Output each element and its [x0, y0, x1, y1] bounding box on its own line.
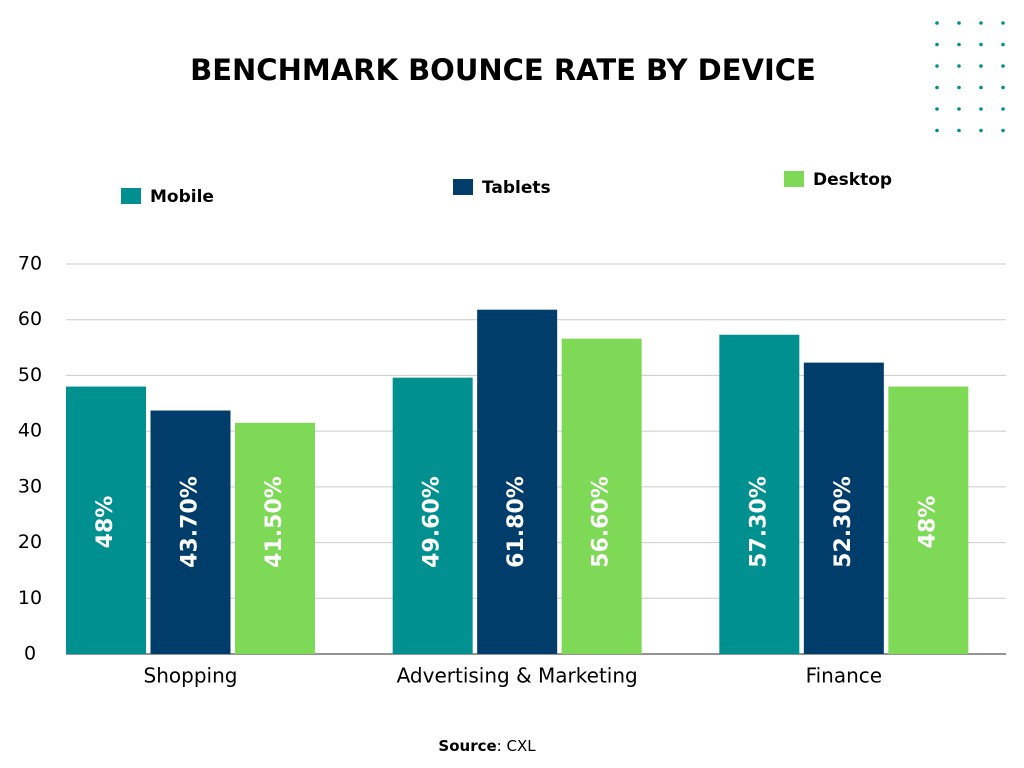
- value-label: 48%: [93, 496, 118, 549]
- dot: [1001, 107, 1005, 111]
- dot: [935, 64, 939, 68]
- value-label: 56.60%: [589, 476, 614, 568]
- bar: [392, 377, 473, 654]
- dot: [935, 107, 939, 111]
- dot: [957, 42, 961, 47]
- y-tick-label: 40: [18, 420, 42, 442]
- legend-swatch: [121, 188, 141, 204]
- dot: [979, 64, 983, 68]
- value-label: 41.50%: [262, 476, 287, 568]
- dot: [935, 128, 939, 133]
- dot: [957, 64, 961, 68]
- value-label: 49.60%: [420, 476, 445, 568]
- dot: [979, 21, 983, 25]
- bar: [150, 410, 231, 654]
- value-label: 43.70%: [178, 476, 203, 568]
- dot: [935, 85, 939, 90]
- y-tick-label: 60: [18, 308, 42, 330]
- dot: [957, 85, 961, 90]
- value-label: 57.30%: [746, 476, 771, 568]
- legend-label: Desktop: [813, 170, 892, 190]
- dot: [957, 128, 961, 133]
- dot: [1001, 64, 1005, 68]
- source-label: Source: [438, 737, 496, 755]
- y-tick-label: 20: [18, 531, 42, 553]
- dot: [979, 128, 983, 133]
- dot: [957, 21, 961, 25]
- value-label: 52.30%: [831, 476, 856, 568]
- dot: [957, 107, 961, 111]
- dot: [1001, 42, 1005, 47]
- dot: [1001, 85, 1005, 90]
- dot: [935, 42, 939, 47]
- bar: [888, 386, 969, 654]
- x-tick-label: Finance: [806, 664, 883, 688]
- value-label: 61.80%: [504, 476, 529, 568]
- bar: [719, 334, 800, 654]
- bar: [235, 422, 315, 654]
- bar: [477, 309, 558, 654]
- source: Source: CXL: [438, 737, 536, 755]
- legend-label: Tablets: [482, 178, 551, 198]
- dot: [1001, 128, 1005, 133]
- chart-title: BENCHMARK BOUNCE RATE BY DEVICE: [190, 53, 816, 87]
- dot: [979, 107, 983, 111]
- x-tick-label: Shopping: [144, 664, 238, 688]
- legend-swatch: [784, 171, 804, 187]
- decoration-dots: [935, 21, 1005, 133]
- value-label: 48%: [915, 496, 940, 549]
- dot: [935, 21, 939, 25]
- bar: [561, 338, 642, 654]
- bar: [66, 386, 146, 654]
- y-tick-label: 10: [18, 587, 42, 609]
- dot: [1001, 21, 1005, 25]
- x-tick-label: Advertising & Marketing: [397, 664, 638, 688]
- legend-label: Mobile: [150, 187, 214, 207]
- y-tick-label: 70: [18, 253, 42, 275]
- bar: [803, 362, 884, 654]
- y-tick-label: 30: [18, 475, 42, 497]
- y-tick-label: 50: [18, 364, 42, 386]
- y-tick-label: 0: [24, 643, 36, 665]
- dot: [979, 85, 983, 90]
- source-text: : CXL: [497, 737, 537, 755]
- legend-swatch: [453, 179, 473, 195]
- dot: [979, 42, 983, 47]
